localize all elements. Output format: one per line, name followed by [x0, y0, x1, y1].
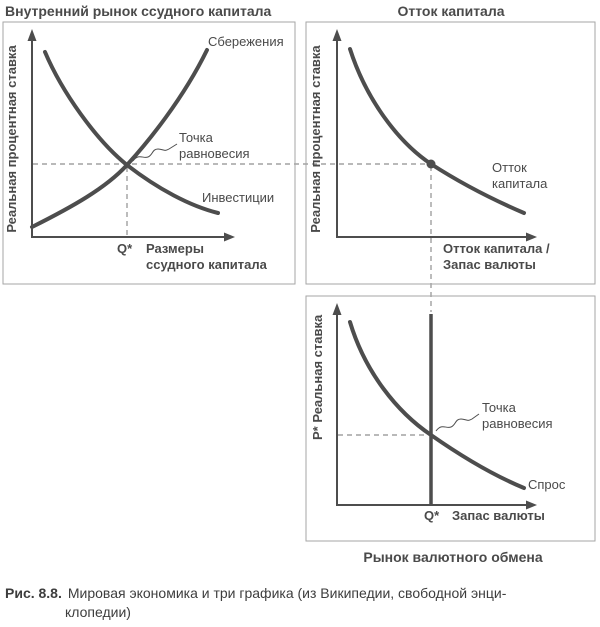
equilibrium-label-line1: Точка [179, 130, 214, 145]
curve-label-line1: Отток [492, 160, 527, 175]
y-axis-label: Реальная процентная ставка [308, 45, 323, 233]
curve-label-line2: капитала [492, 176, 548, 191]
y-axis-arrow-icon [332, 303, 342, 315]
caption-text-line1: Мировая экономика и три графика (из Вики… [67, 585, 507, 601]
demand-curve-label: Спрос [528, 477, 566, 492]
savings-curve-label: Сбережения [208, 34, 284, 49]
panel-currency-market: P* Реальная ставка Точка равновесия Спро… [305, 295, 596, 565]
diagram-canvas: Внутренний рынок ссудного капитала Отток… [2, 3, 596, 565]
panel-title-currency-market: Рынок валютного обмена [363, 549, 542, 565]
y-axis-label: P* Реальная ставка [310, 314, 325, 440]
q-star-label: Q* [424, 508, 440, 523]
equilibrium-label-line2: равновесия [482, 416, 553, 431]
equilibrium-label-line1: Точка [482, 400, 517, 415]
x-axis-label: Запас валюты [452, 508, 545, 523]
panel-loanable-funds: Реальная процентная ставка Сбережения Ин… [2, 21, 296, 285]
panel-border [305, 21, 596, 285]
x-axis-label-line1: Размеры [146, 241, 204, 256]
x-axis-label-line1: Отток капитала / [443, 241, 550, 256]
figure-caption: Рис. 8.8. Мировая экономика и три графика… [5, 584, 600, 622]
y-axis-label: Реальная процентная ставка [4, 45, 19, 233]
equilibrium-point-dot [426, 159, 436, 169]
equilibrium-label-line2: равновесия [179, 146, 250, 161]
panel-border [305, 295, 596, 542]
x-axis-arrow-icon [526, 500, 537, 510]
x-axis-arrow-icon [526, 232, 537, 242]
investment-curve [43, 50, 220, 215]
y-axis-arrow-icon [27, 29, 37, 41]
x-axis-label-line2: ссудного капитала [146, 257, 268, 272]
panel-title-loanable-funds: Внутренний рынок ссудного капитала [5, 3, 272, 19]
demand-curve [348, 320, 526, 490]
y-axis-arrow-icon [332, 29, 342, 41]
x-axis-label-line2: Запас валюты [443, 257, 536, 272]
q-star-label: Q* [117, 241, 133, 256]
equilibrium-leader-line [132, 143, 178, 162]
investment-curve-label: Инвестиции [202, 190, 274, 205]
panel-capital-outflow: Реальная процентная ставка Отток капитал… [305, 21, 596, 285]
equilibrium-connectors [33, 163, 432, 312]
panel-title-capital-outflow: Отток капитала [397, 3, 504, 19]
equilibrium-leader-line [435, 413, 480, 432]
panel-border [2, 21, 296, 285]
caption-number: Рис. 8.8. [5, 585, 62, 601]
x-axis-arrow-icon [224, 232, 235, 242]
caption-text-line2: клопедии) [65, 604, 131, 620]
